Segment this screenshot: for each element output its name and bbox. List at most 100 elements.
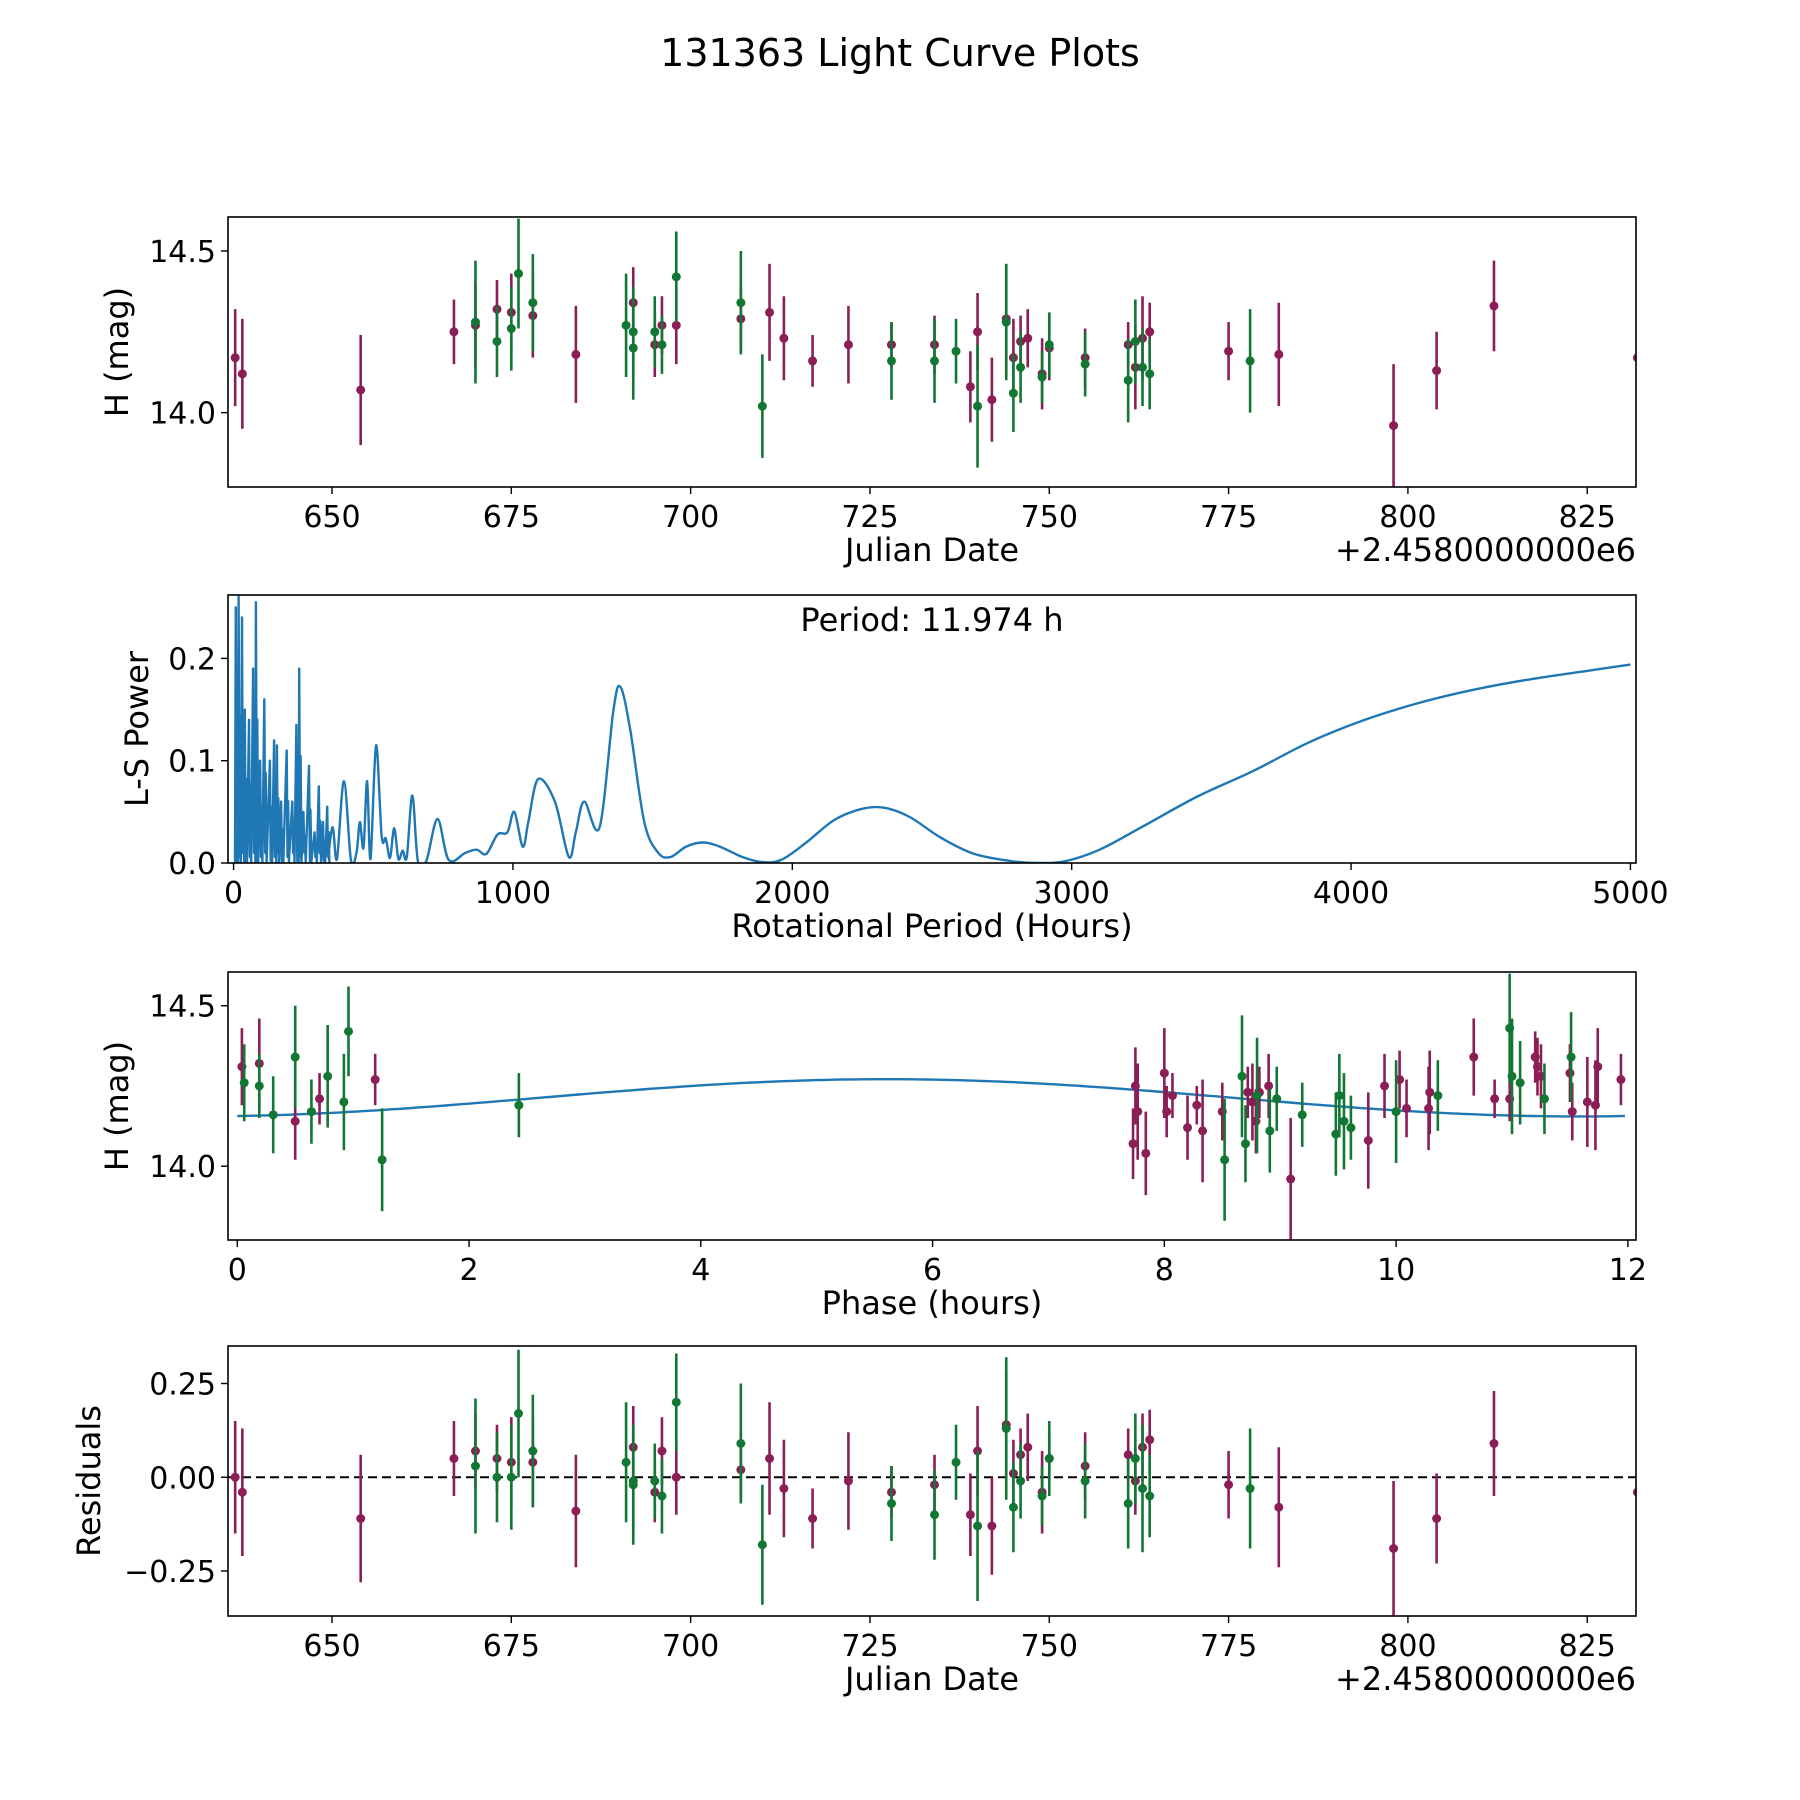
phase-folded-data-point: [1380, 1081, 1390, 1091]
phase-folded-data-point: [1141, 1148, 1151, 1158]
phase-folded-data-point: [1159, 1068, 1169, 1078]
light-curve-frame: [227, 216, 1637, 488]
light-curve-data-point: [671, 272, 681, 282]
light-curve-data-point: [779, 333, 789, 343]
light-curve-data-point: [657, 340, 667, 350]
residuals-x-offset: +2.4580000000e6: [1335, 1660, 1636, 1698]
light-curve-data-point: [528, 298, 538, 308]
residuals-panel: 650 675 700 725 750 775 800 825 −0.25 0.00 0.25 Ju…: [70, 1345, 1637, 1698]
light-curve-data-point: [492, 336, 502, 346]
phase-folded-data-point: [1515, 1078, 1525, 1088]
residuals-data-point: [987, 1521, 997, 1531]
residuals-data-point: [657, 1491, 667, 1501]
light-curve-data-point: [736, 298, 746, 308]
light-curve-data-point: [449, 327, 459, 337]
light-curve-ytick-label: 14.5: [149, 235, 216, 270]
phase-folded-frame: [227, 971, 1637, 1241]
residuals-xtick-label: 725: [841, 1629, 898, 1664]
phase-folded-data-point: [1469, 1052, 1479, 1062]
periodogram-power-line: [233, 595, 1631, 863]
phase-folded-ylabel: H (mag): [98, 1041, 136, 1171]
residuals-data-point: [1489, 1439, 1499, 1448]
light-curve-xtick-label: 700: [662, 500, 719, 535]
phase-folded-xtick-label: 4: [691, 1253, 710, 1288]
periodogram-xtick-label: 1000: [475, 876, 551, 911]
periodogram-xtick-label: 5000: [1592, 876, 1668, 911]
light-curve-data-point: [965, 382, 975, 392]
light-curve-data-point: [1274, 349, 1284, 359]
phase-folded-data-point: [1192, 1100, 1202, 1110]
residuals-ytick-label: −0.25: [124, 1555, 216, 1590]
residuals-data-point: [1138, 1484, 1148, 1493]
residuals-plot-area: [228, 1349, 1636, 1616]
phase-folded-xtick-label: 6: [923, 1253, 942, 1288]
residuals-xtick-label: 750: [1021, 1629, 1078, 1664]
light-curve-data-point: [650, 327, 660, 337]
residuals-data-point: [650, 1476, 660, 1486]
phase-folded-data-point: [1220, 1155, 1230, 1165]
phase-folded-axis-ticks: 0 2 4 6 8 10 12 14.0 14.5: [149, 990, 1647, 1288]
phase-folded-data-point: [254, 1081, 264, 1091]
phase-folded-data-point: [1264, 1081, 1274, 1091]
light-curve-data-point: [1224, 346, 1234, 356]
light-curve-data-point: [571, 349, 581, 359]
light-curve-data-point: [470, 317, 480, 327]
light-curve-data-point: [628, 327, 638, 337]
light-curve-data-point: [1008, 388, 1018, 398]
residuals-xtick-label: 775: [1200, 1629, 1257, 1664]
light-curve-data-point: [237, 369, 247, 379]
periodogram-xtick-label: 0: [224, 876, 243, 911]
phase-folded-data-point: [1133, 1107, 1143, 1117]
light-curve-plot-area: [230, 218, 1636, 487]
phase-folded-data-point: [1425, 1087, 1435, 1097]
phase-folded-data-point: [370, 1075, 380, 1085]
periodogram-panel: 0 1000 2000 3000 4000 5000 0.0 0.1 0.2 Period: 1…: [118, 594, 1669, 945]
light-curve-data-point: [1389, 421, 1399, 431]
residuals-data-point: [1016, 1476, 1026, 1486]
phase-folded-data-point: [1567, 1107, 1577, 1117]
light-curve-data-point: [1123, 375, 1133, 385]
phase-folded-data-point: [1286, 1174, 1296, 1184]
residuals-data-point: [628, 1476, 638, 1486]
phase-folded-panel: 0 2 4 6 8 10 12 14.0 14.5 Phase (hours) H (mag): [98, 971, 1647, 1322]
phase-folded-data-point: [1162, 1107, 1172, 1117]
light-curve-xtick-label: 775: [1200, 500, 1257, 535]
phase-folded-data-point: [306, 1107, 316, 1117]
phase-folded-data-point: [514, 1100, 524, 1110]
light-curve-data-point: [1001, 317, 1011, 327]
residuals-data-point: [1224, 1480, 1234, 1490]
residuals-data-point: [1001, 1424, 1011, 1433]
residuals-data-point: [930, 1510, 940, 1520]
phase-folded-data-point: [1198, 1126, 1208, 1136]
residuals-data-point: [757, 1540, 767, 1550]
residuals-data-point: [1008, 1502, 1018, 1512]
residuals-data-point: [1080, 1476, 1090, 1486]
residuals-data-point: [621, 1457, 631, 1467]
light-curve-xlabel: Julian Date: [843, 531, 1019, 569]
light-curve-data-point: [1080, 359, 1090, 369]
light-curve-data-point: [930, 356, 940, 366]
phase-folded-data-point: [1402, 1103, 1412, 1113]
residuals-ytick-label: 0.25: [149, 1368, 216, 1403]
residuals-data-point: [1130, 1454, 1140, 1463]
light-curve-data-point: [1037, 372, 1047, 382]
residuals-data-point: [671, 1472, 681, 1482]
light-curve-data-point: [757, 401, 767, 411]
phase-folded-data-point: [1433, 1091, 1443, 1101]
phase-folded-data-point: [1339, 1116, 1349, 1126]
light-curve-xtick-label: 800: [1379, 500, 1436, 535]
figure-title: 131363 Light Curve Plots: [660, 31, 1140, 75]
residuals-data-point: [736, 1439, 746, 1448]
phase-folded-ytick-label: 14.5: [149, 990, 216, 1025]
residuals-points: [230, 1349, 1636, 1616]
light-curve-data-point: [843, 340, 853, 350]
residuals-axis-ticks: 650 675 700 725 750 775 800 825 −0.25 0.00 0.25: [124, 1368, 1616, 1665]
light-curve-data-point: [973, 327, 983, 337]
phase-folded-data-point: [290, 1116, 300, 1126]
residuals-frame: [227, 1345, 1637, 1617]
light-curve-xtick-label: 675: [483, 500, 540, 535]
residuals-data-point: [1123, 1450, 1133, 1460]
phase-folded-data-point: [1297, 1110, 1307, 1120]
phase-folded-ytick-label: 14.0: [149, 1150, 216, 1185]
